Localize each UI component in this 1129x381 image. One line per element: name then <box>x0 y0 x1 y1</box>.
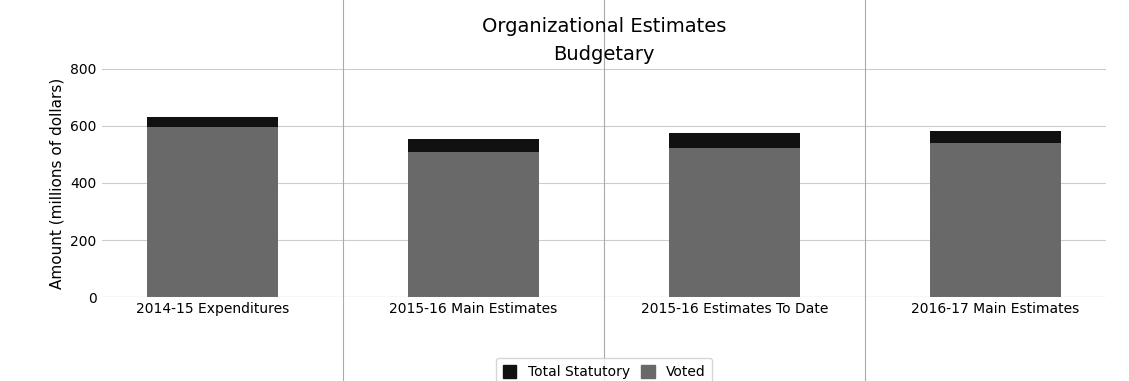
Bar <box>930 144 1061 297</box>
Bar <box>669 148 799 297</box>
Bar <box>147 127 278 297</box>
Bar <box>669 133 799 148</box>
Bar <box>930 131 1061 144</box>
Bar <box>409 139 539 152</box>
Bar <box>409 152 539 297</box>
Y-axis label: Amount (millions of dollars): Amount (millions of dollars) <box>50 77 64 288</box>
Title: Organizational Estimates
Budgetary: Organizational Estimates Budgetary <box>482 17 726 64</box>
Legend: Total Statutory, Voted: Total Statutory, Voted <box>496 359 712 381</box>
Bar <box>147 117 278 127</box>
